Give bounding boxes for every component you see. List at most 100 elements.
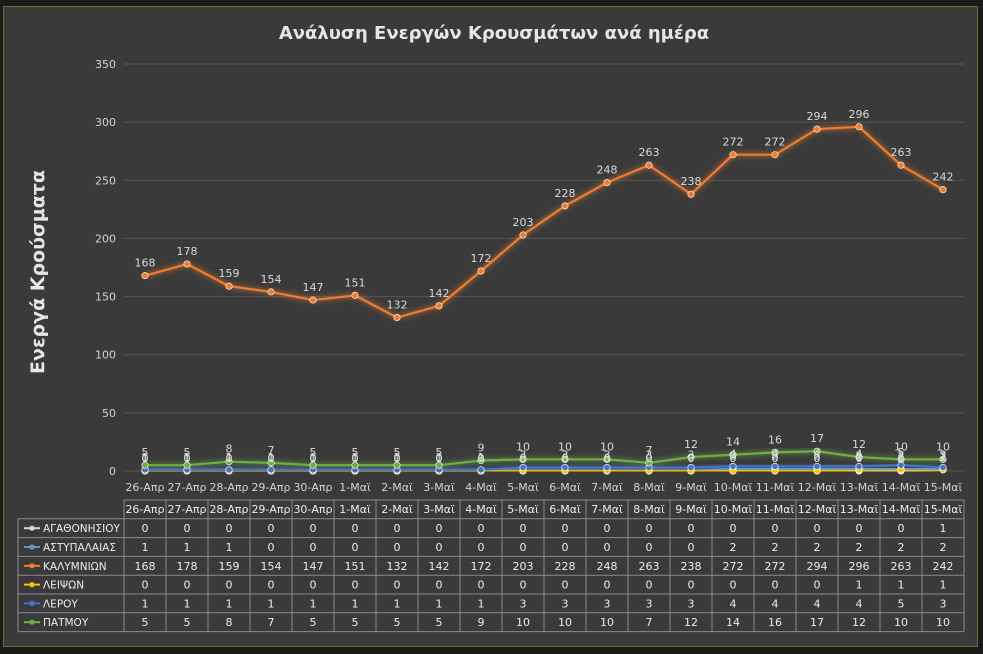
data-point (435, 461, 443, 469)
data-label: 142 (429, 287, 450, 300)
data-point (729, 462, 737, 470)
table-cell: 3 (940, 597, 947, 610)
x-tick-label: 7-Μαϊ (591, 481, 623, 494)
table-cell: 0 (772, 579, 779, 592)
table-cell: 4 (730, 597, 737, 610)
y-tick-label: 50 (102, 407, 116, 420)
data-label: 17 (810, 432, 824, 445)
data-label: 0 (184, 452, 191, 465)
data-label: 5 (310, 446, 317, 459)
data-point (855, 453, 863, 461)
data-point (729, 451, 737, 459)
data-label: 294 (807, 110, 828, 123)
table-cell: 0 (478, 522, 485, 535)
data-point (477, 466, 485, 474)
data-label: 154 (261, 273, 282, 286)
data-label: 1 (226, 451, 233, 464)
series-line (144, 125, 944, 319)
table-cell: 0 (604, 541, 611, 554)
data-label: 0 (856, 452, 863, 465)
data-label: 272 (723, 136, 744, 149)
data-point (519, 231, 527, 239)
data-label: 0 (604, 452, 611, 465)
table-cell: 2 (898, 541, 905, 554)
table-cell: 1 (184, 597, 191, 610)
data-label: 2 (730, 450, 737, 463)
data-point (771, 151, 779, 159)
table-cell: 203 (513, 560, 534, 573)
table-cell: 0 (730, 579, 737, 592)
x-tick-label: 14-Μαϊ (882, 481, 921, 494)
table-cell: 1 (226, 597, 233, 610)
table-cell: 0 (856, 522, 863, 535)
data-point (687, 190, 695, 198)
data-point (603, 464, 611, 472)
table-cell: 5 (436, 616, 443, 629)
data-point (687, 464, 695, 472)
table-cell: 5 (898, 597, 905, 610)
data-label: 0 (394, 452, 401, 465)
table-cell: 7 (646, 616, 653, 629)
data-label: 4 (814, 447, 821, 460)
series-line (145, 468, 943, 473)
table-cell: 3 (688, 597, 695, 610)
data-label: 0 (478, 452, 485, 465)
data-label: 0 (184, 452, 191, 465)
data-label: 272 (765, 136, 786, 149)
data-label: 4 (856, 447, 863, 460)
table-header-cell: 29-Απρ (251, 503, 290, 516)
table-cell: 159 (219, 560, 240, 573)
legend-key-marker (29, 600, 35, 607)
table-row-label: ΑΣΤΥΠΑΛΑΙΑΣ (43, 542, 116, 554)
data-point (603, 455, 611, 463)
x-tick-label: 11-Μαϊ (756, 481, 795, 494)
data-point (225, 282, 233, 290)
table-cell: 0 (394, 522, 401, 535)
table-row-label: ΠΑΤΜΟΥ (43, 617, 89, 629)
data-label: 248 (597, 164, 618, 177)
data-label: 2 (772, 450, 779, 463)
data-label: 1 (940, 451, 947, 464)
data-label: 0 (352, 452, 359, 465)
data-label: 0 (562, 452, 569, 465)
table-cell: 10 (894, 616, 908, 629)
table-cell: 228 (555, 560, 576, 573)
data-label: 178 (177, 245, 198, 258)
y-tick-label: 100 (95, 349, 116, 362)
data-label: 1 (940, 451, 947, 464)
data-label: 3 (688, 449, 695, 462)
table-cell: 0 (352, 541, 359, 554)
data-label: 0 (394, 452, 401, 465)
data-label: 1 (394, 451, 401, 464)
table-cell: 12 (684, 616, 698, 629)
legend-key-marker (29, 525, 35, 531)
table-cell: 178 (177, 560, 198, 573)
table-cell: 0 (478, 541, 485, 554)
data-point (855, 123, 863, 131)
table-cell: 296 (849, 560, 870, 573)
data-point (771, 462, 779, 470)
table-header-cell: 2-Μαϊ (381, 503, 413, 516)
data-label: 14 (726, 436, 740, 449)
table-row-label: ΛΕΙΨΩΝ (43, 580, 84, 592)
table-cell: 10 (558, 616, 572, 629)
data-label: 172 (471, 252, 492, 265)
data-point (897, 455, 905, 463)
table-cell: 4 (856, 597, 863, 610)
data-point (393, 314, 401, 322)
data-label: 0 (310, 452, 317, 465)
data-point (225, 458, 233, 466)
data-point (813, 125, 821, 133)
data-point (183, 260, 191, 268)
table-cell: 0 (352, 522, 359, 535)
data-label: 10 (894, 440, 908, 453)
table-cell: 16 (768, 616, 782, 629)
table-cell: 0 (436, 579, 443, 592)
data-label: 16 (768, 433, 782, 446)
data-label: 0 (688, 452, 695, 465)
data-point (393, 461, 401, 469)
data-label: 10 (558, 440, 572, 453)
data-label: 147 (303, 281, 324, 294)
data-label: 0 (268, 452, 275, 465)
table-cell: 0 (184, 522, 191, 535)
